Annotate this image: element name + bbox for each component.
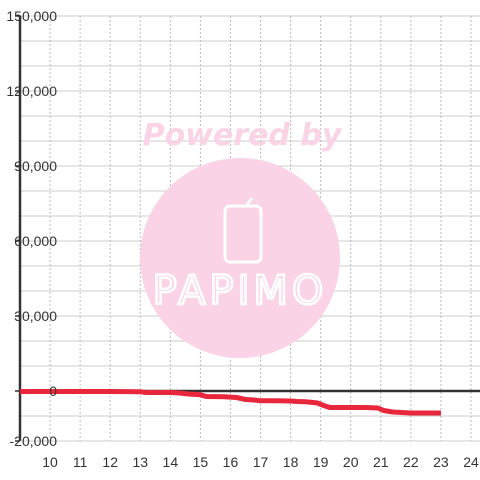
x-tick-label: 17: [253, 454, 269, 470]
y-tick-label: 120,000: [6, 83, 57, 99]
y-tick-label: 30,000: [14, 308, 57, 324]
x-tick-label: 20: [343, 454, 359, 470]
y-tick-labels: -20,000 0 30,000 60,000 90,000 120,000 150,000: [6, 8, 57, 449]
y-tick-label: 150,000: [6, 8, 57, 24]
watermark-brand: PAPIMO: [153, 268, 328, 314]
x-tick-label: 24: [463, 454, 479, 470]
y-tick-label: 60,000: [14, 233, 57, 249]
x-tick-label: 14: [163, 454, 179, 470]
y-tick-label: 90,000: [14, 158, 57, 174]
y-tick-label: -20,000: [10, 433, 58, 449]
phone-icon: [223, 197, 263, 264]
series-line: [20, 389, 441, 416]
x-tick-label: 18: [283, 454, 299, 470]
grid-lines: [20, 15, 480, 442]
x-tick-label: 13: [132, 454, 148, 470]
x-tick-labels: 10 11 12 13 14 15 16 17 18 19 20 21 22 23 24: [42, 454, 479, 470]
x-tick-label: 11: [73, 454, 88, 470]
x-tick-label: 22: [403, 454, 419, 470]
x-tick-label: 15: [193, 454, 209, 470]
watermark: Powered by PAPIMO: [140, 118, 343, 358]
x-tick-label: 21: [373, 454, 389, 470]
watermark-text: Powered by: [143, 118, 343, 153]
x-tick-label: 12: [102, 454, 118, 470]
x-tick-label: 10: [42, 454, 58, 470]
series-layer: [20, 389, 441, 416]
y-tick-label: 0: [49, 383, 57, 399]
x-tick-label: 19: [313, 454, 329, 470]
x-tick-label: 23: [433, 454, 449, 470]
watermark-circle: [140, 158, 340, 358]
x-tick-label: 16: [223, 454, 239, 470]
